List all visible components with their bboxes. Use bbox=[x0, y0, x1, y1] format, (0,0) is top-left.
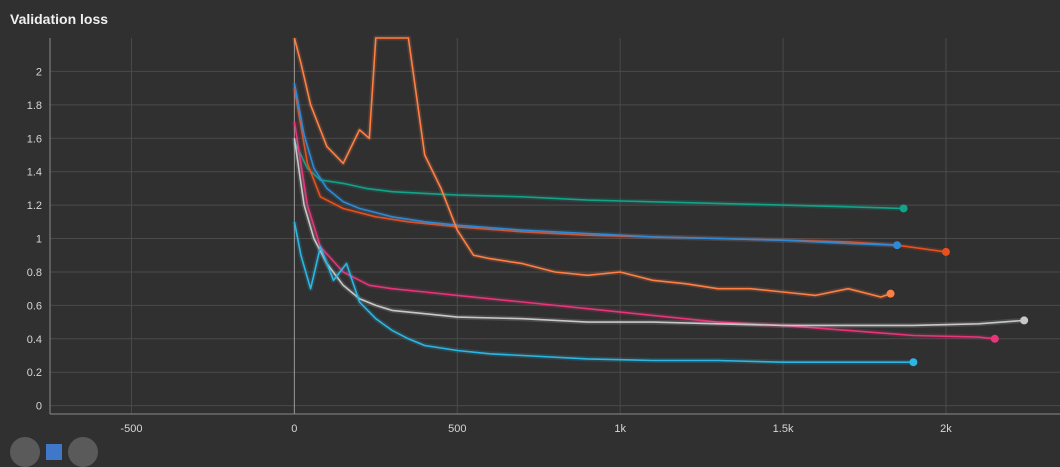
fit-domain-button[interactable] bbox=[46, 444, 62, 460]
y-tick-label: 0.8 bbox=[27, 267, 42, 279]
y-axis-tick-labels: 0 0.2 0.4 0.6 0.8 1 1.2 1.4 1.6 1.8 2 bbox=[27, 66, 42, 412]
y-tick-label: 1.6 bbox=[27, 133, 42, 145]
toggle-y-log-button[interactable] bbox=[10, 437, 40, 467]
download-icon[interactable] bbox=[68, 437, 98, 467]
series-2-raw-band bbox=[291, 82, 898, 248]
series-1-end-point[interactable] bbox=[941, 247, 950, 256]
x-tick-label: 0 bbox=[291, 423, 297, 435]
series-5-line[interactable] bbox=[293, 138, 1025, 327]
series-5-end-point[interactable] bbox=[1020, 316, 1029, 325]
x-tick-label: 500 bbox=[448, 423, 466, 435]
series-4-end-point[interactable] bbox=[990, 334, 999, 343]
series-1-line[interactable] bbox=[293, 87, 947, 253]
y-tick-label: 0.4 bbox=[27, 334, 42, 346]
chart-title: Validation loss bbox=[10, 11, 109, 27]
x-axis-tick-labels: -500 0 500 1k 1.5k 2k bbox=[120, 423, 952, 435]
y-tick-label: 2 bbox=[36, 66, 42, 78]
y-tick-label: 1.2 bbox=[27, 200, 42, 212]
series-4-line[interactable] bbox=[293, 121, 995, 340]
y-tick-label: 0.6 bbox=[27, 300, 42, 312]
x-tick-label: 1k bbox=[614, 423, 626, 435]
series-0-raw-band bbox=[292, 140, 904, 211]
y-tick-label: 0 bbox=[36, 401, 42, 413]
series-2-end-point[interactable] bbox=[893, 241, 902, 250]
series-5-raw-band bbox=[291, 137, 1025, 328]
series-2-line[interactable] bbox=[293, 82, 898, 246]
axes bbox=[49, 38, 1060, 415]
x-tick-label: 2k bbox=[940, 423, 952, 435]
series-lines[interactable] bbox=[291, 35, 1029, 367]
series-3-raw-band bbox=[291, 35, 892, 300]
line-chart[interactable]: 0 0.2 0.4 0.6 0.8 1 1.2 1.4 1.6 1.8 2 -500 0 500 1k 1.… bbox=[0, 0, 1060, 448]
series-0-line[interactable] bbox=[293, 141, 904, 210]
x-tick-label: -500 bbox=[120, 423, 142, 435]
series-6-end-point[interactable] bbox=[909, 358, 918, 367]
chart-controls bbox=[10, 437, 98, 467]
y-tick-label: 1.4 bbox=[27, 167, 42, 179]
series-4-raw-band bbox=[291, 121, 996, 342]
series-3-end-point[interactable] bbox=[886, 289, 895, 298]
series-3-line[interactable] bbox=[293, 37, 891, 298]
y-tick-label: 0.2 bbox=[27, 367, 42, 379]
x-tick-label: 1.5k bbox=[773, 423, 794, 435]
y-tick-label: 1 bbox=[36, 234, 42, 246]
series-6-line[interactable] bbox=[293, 221, 914, 364]
y-tick-label: 1.8 bbox=[27, 100, 42, 112]
series-0-end-point[interactable] bbox=[899, 204, 908, 213]
